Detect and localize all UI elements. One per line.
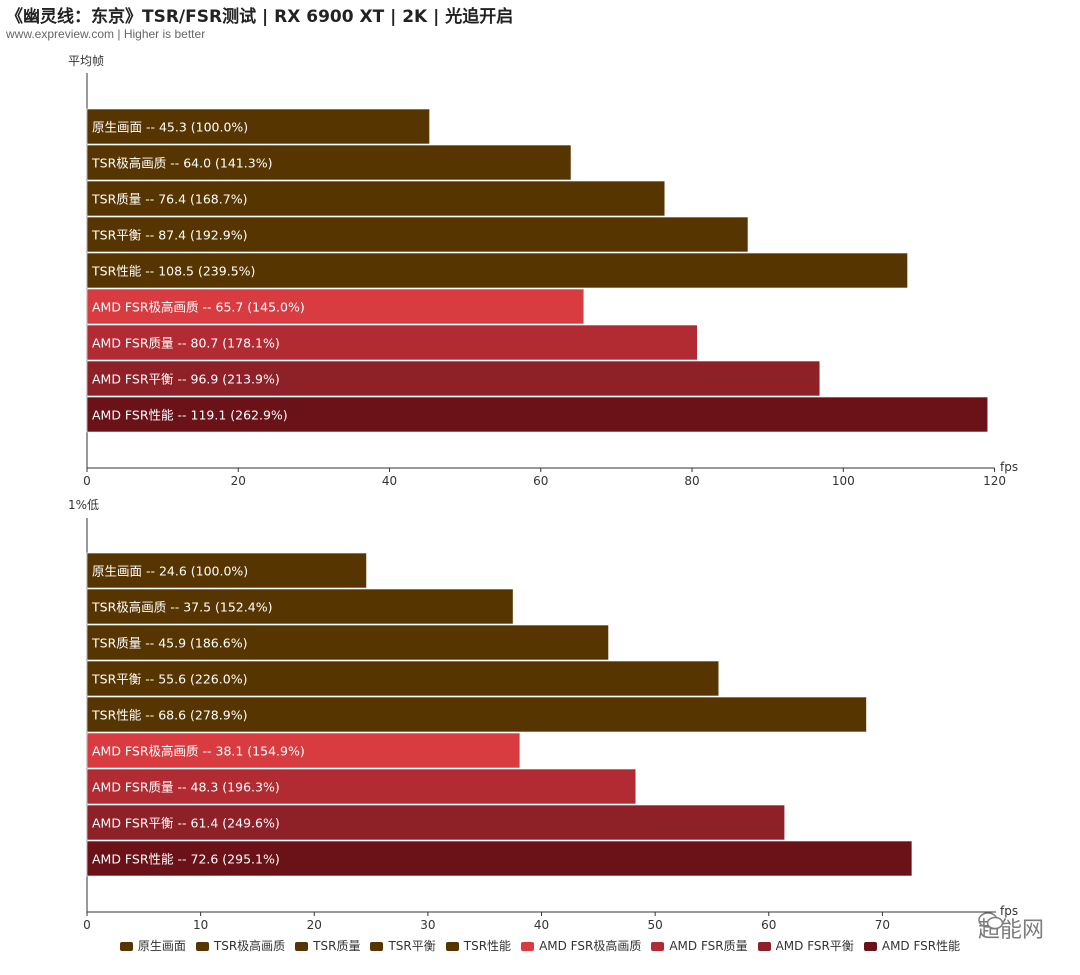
legend-swatch	[445, 942, 459, 951]
chart1-x-tick-label: 20	[231, 474, 246, 488]
chart1-x-tick-label: 60	[533, 474, 548, 488]
chart2-bar	[86, 588, 514, 625]
chart1-bar-label: 原生画面 -- 45.3 (100.0%)	[92, 120, 248, 135]
chart2-bar	[86, 768, 637, 805]
chart2-bar-label: 原生画面 -- 24.6 (100.0%)	[92, 564, 248, 579]
legend-swatch	[521, 942, 535, 951]
chart1-bar	[86, 216, 749, 253]
chart-subtitle: www.expreview.com | Higher is better	[6, 27, 206, 41]
chart1-bar-label: AMD FSR平衡 -- 96.9 (213.9%)	[92, 372, 280, 387]
chart1-x-tick-label: 40	[382, 474, 397, 488]
watermark: 超能网	[978, 912, 1044, 944]
chart1-bar-label: TSR平衡 -- 87.4 (192.9%)	[91, 228, 247, 243]
chart1-bar	[86, 396, 989, 433]
chart1-x-tick-label: 80	[684, 474, 699, 488]
chart2-x-tick-label: 0	[83, 918, 91, 932]
legend-item: AMD FSR性能	[863, 937, 961, 954]
chart2-bar-label: AMD FSR平衡 -- 61.4 (249.6%)	[92, 816, 280, 831]
chart1-bar	[86, 108, 430, 145]
legend-item: AMD FSR极高画质	[521, 937, 641, 954]
chart1-bar	[86, 288, 585, 325]
chart2-bar	[86, 660, 720, 697]
legend-label: AMD FSR极高画质	[539, 939, 642, 953]
legend-label: TSR平衡	[388, 939, 436, 953]
legend-swatch	[757, 942, 771, 951]
legend-label: TSR质量	[313, 939, 361, 953]
legend-label: 原生画面	[137, 939, 186, 953]
chart1-bar-label: AMD FSR质量 -- 80.7 (178.1%)	[92, 336, 280, 351]
chart2-bar	[86, 732, 521, 769]
legend-label: AMD FSR平衡	[775, 939, 854, 953]
legend-item: 原生画面	[119, 937, 186, 954]
chart2-bar-label: TSR质量 -- 45.9 (186.6%)	[91, 636, 247, 651]
legend-item: TSR质量	[295, 937, 360, 954]
chart2-ylabel: 1%低	[68, 498, 99, 512]
legend-item: AMD FSR平衡	[757, 937, 854, 954]
chart2-bar	[86, 804, 785, 841]
chart2-xlabel: fps	[1000, 904, 1018, 918]
chart2-bar	[86, 552, 367, 589]
chart2-bar-label: TSR性能 -- 68.6 (278.9%)	[91, 708, 247, 723]
chart2-bar	[86, 840, 913, 877]
chart1-bar-label: AMD FSR极高画质 -- 65.7 (145.0%)	[92, 300, 305, 315]
legend-label: AMD FSR性能	[881, 939, 961, 953]
chart1-bar-label: TSR质量 -- 76.4 (168.7%)	[91, 192, 247, 207]
chart2-x-tick-label: 70	[875, 918, 890, 932]
chart1-bar-label: TSR性能 -- 108.5 (239.5%)	[91, 264, 255, 279]
chart2-x-tick-label: 60	[761, 918, 776, 932]
chart2-bar	[86, 624, 609, 661]
chart2-x-tick-label: 30	[420, 918, 435, 932]
legend-label: TSR极高画质	[213, 939, 286, 953]
chart2-x-tick-label: 20	[307, 918, 322, 932]
chart2-bar-label: AMD FSR性能 -- 72.6 (295.1%)	[92, 852, 280, 867]
chart1-x-tick-label: 100	[832, 474, 855, 488]
chart1-bar	[86, 324, 698, 361]
chart1-bar	[86, 252, 908, 289]
chart2-bar	[86, 696, 867, 733]
chart2-bar-label: TSR极高画质 -- 37.5 (152.4%)	[91, 600, 272, 615]
chart1-x-tick-label: 0	[83, 474, 91, 488]
chart1-ylabel: 平均帧	[68, 54, 104, 68]
legend-label: AMD FSR质量	[669, 939, 748, 953]
chart-title: 《幽灵线：东京》TSR/FSR测试 | RX 6900 XT | 2K | 光追…	[6, 7, 514, 27]
legend-swatch	[195, 942, 209, 951]
chart2-bar-label: AMD FSR极高画质 -- 38.1 (154.9%)	[92, 744, 305, 759]
chart2-bar-label: AMD FSR质量 -- 48.3 (196.3%)	[92, 780, 280, 795]
wechat-icon	[978, 912, 1004, 930]
legend-item: AMD FSR质量	[651, 937, 748, 954]
legend-swatch	[295, 942, 309, 951]
legend-swatch	[863, 942, 877, 951]
chart1-bar	[86, 180, 666, 217]
chart1-bar-label: AMD FSR性能 -- 119.1 (262.9%)	[92, 408, 288, 423]
chart2-x-tick-label: 10	[193, 918, 208, 932]
legend-item: TSR极高画质	[195, 937, 286, 954]
legend-label: TSR性能	[463, 939, 512, 953]
chart1-xlabel: fps	[1000, 460, 1018, 474]
chart2-x-tick-label: 40	[534, 918, 549, 932]
chart1-x-tick-label: 120	[983, 474, 1006, 488]
chart2-bar-label: TSR平衡 -- 55.6 (226.0%)	[91, 672, 247, 687]
legend: 原生画面 TSR极高画质 TSR质量 TSR平衡 TSR性能 AMD FSR极高画质 AMD…	[0, 937, 1080, 954]
legend-swatch	[370, 942, 384, 951]
chart2-x-tick-label: 50	[648, 918, 663, 932]
chart1-bar-label: TSR极高画质 -- 64.0 (141.3%)	[91, 156, 272, 171]
legend-item: TSR平衡	[370, 937, 436, 954]
legend-swatch	[119, 942, 133, 951]
legend-item: TSR性能	[445, 937, 512, 954]
legend-swatch	[651, 942, 665, 951]
chart1-bar	[86, 144, 572, 181]
chart1-bar	[86, 360, 821, 397]
